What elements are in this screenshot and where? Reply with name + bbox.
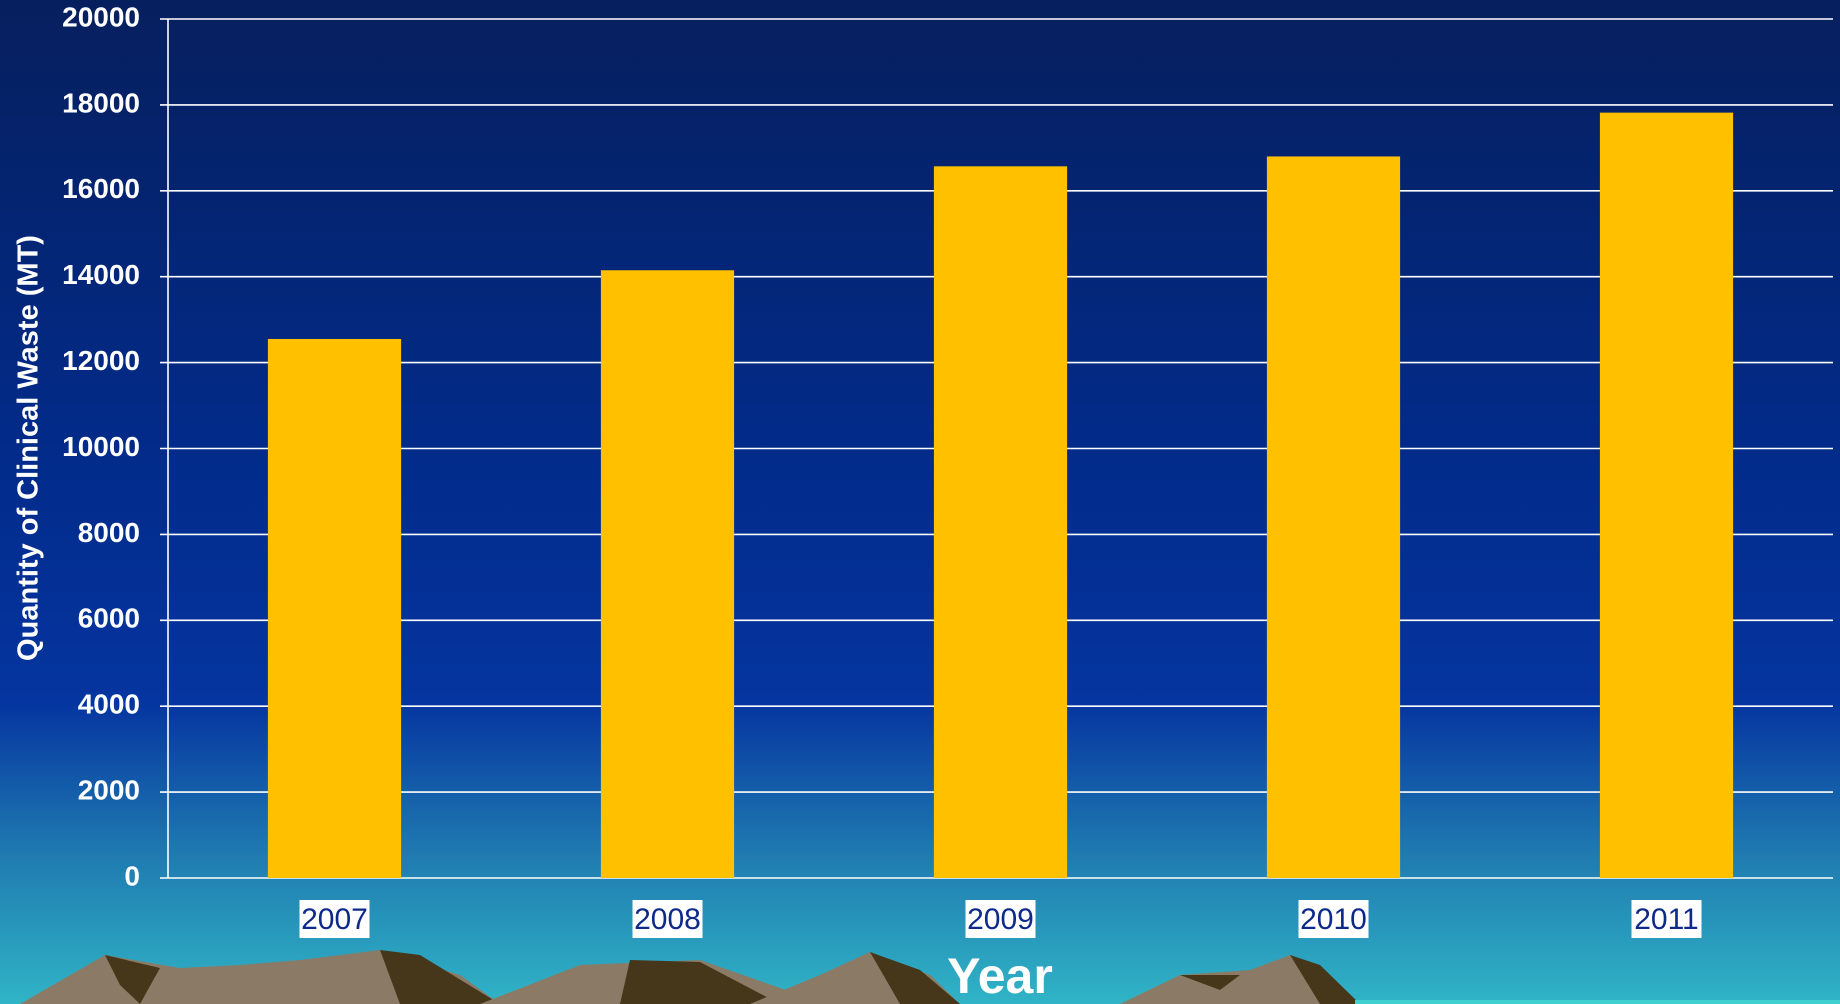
y-tick-label: 10000 xyxy=(62,431,140,462)
y-tick-label: 18000 xyxy=(62,87,140,118)
label-box xyxy=(965,900,1036,938)
y-axis-label: Quantity of Clinical Waste (MT) xyxy=(13,235,45,661)
x-axis-label: Year xyxy=(947,948,1053,1004)
x-tick-label: 2009 xyxy=(967,903,1034,936)
y-tick-label: 8000 xyxy=(78,517,140,548)
x-tick-label: 2010 xyxy=(1300,903,1367,936)
bar xyxy=(600,270,735,878)
y-tick-label: 0 xyxy=(124,860,140,891)
y-tick-label: 4000 xyxy=(78,689,140,720)
y-tick-label: 2000 xyxy=(78,774,140,805)
bar xyxy=(1599,112,1734,879)
y-tick-label: 14000 xyxy=(62,259,140,290)
y-tick-label: 12000 xyxy=(62,345,140,376)
bar xyxy=(1266,156,1401,878)
label-box xyxy=(632,900,703,938)
y-tick-label: 16000 xyxy=(62,173,140,204)
bar xyxy=(933,166,1068,879)
bar xyxy=(267,338,402,878)
label-box xyxy=(1298,900,1369,938)
mountains xyxy=(20,950,1840,1004)
x-tick-label: 2007 xyxy=(301,903,368,936)
y-tick-label: 20000 xyxy=(62,1,140,32)
label-box xyxy=(1631,900,1702,938)
x-tick-label: 2011 xyxy=(1634,903,1699,936)
x-tick-label: 2008 xyxy=(634,903,701,936)
y-tick-label: 6000 xyxy=(78,603,140,634)
label-box xyxy=(299,900,370,938)
